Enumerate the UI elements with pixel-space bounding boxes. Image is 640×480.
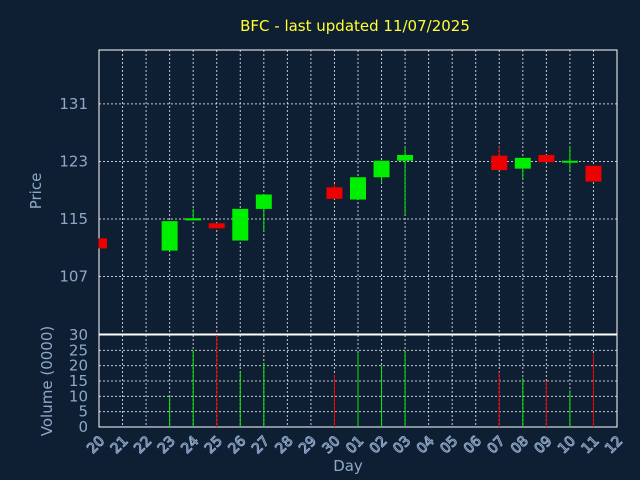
volume-tick-label: 10 [69,387,88,405]
x-tick-label: 28 [273,433,297,457]
x-tick-label: 04 [414,433,438,457]
x-tick-label: 10 [555,433,579,457]
volume-tick-label: 5 [78,403,88,421]
x-tick-label: 20 [84,433,108,457]
price-panel: 107 115 123 131 [59,49,618,335]
volume-tick-label: 30 [69,326,88,344]
x-tick-label: 07 [484,433,508,457]
x-tick-label: 06 [461,433,485,457]
price-tick-label: 115 [59,210,88,228]
volume-tick-label: 0 [78,418,88,436]
candle-body [350,177,366,200]
x-tick-label: 01 [343,433,367,457]
candle-body [561,160,578,163]
x-tick-label: 02 [367,433,391,457]
x-tick-label: 09 [532,433,556,457]
candle-body [585,165,602,182]
x-tick-labels: 20 21 22 23 24 25 26 27 28 29 30 01 02 03 04 05 06 07 08 09… [84,433,627,458]
candle-body [514,157,531,169]
x-tick-label: 29 [296,433,320,457]
price-tick-label: 107 [59,267,88,285]
price-tick-label: 131 [59,95,88,113]
candle-body [491,155,508,171]
x-tick-label: 27 [249,433,273,457]
x-tick-label: 12 [602,433,626,457]
candle-body [99,238,107,249]
candle-body [185,218,202,221]
x-tick-label: 24 [178,433,202,457]
x-tick-label: 22 [131,433,155,457]
price-tick-label: 123 [59,152,88,170]
volume-axis-label: Volume (0000) [38,326,56,436]
x-tick-label: 23 [155,433,179,457]
x-axis-label: Day [333,457,363,475]
candle-body [397,154,414,161]
candle-body [326,187,343,199]
x-tick-label: 26 [225,433,249,457]
x-tick-label: 05 [437,433,461,457]
x-tick-label: 03 [390,433,414,457]
candle-body [255,194,272,209]
volume-tick-label: 15 [69,372,88,390]
price-axis-label: Price [27,173,45,210]
candle-body [538,154,555,163]
x-tick-label: 08 [508,433,532,457]
x-tick-label: 11 [579,433,603,457]
candle-body [373,160,390,178]
chart-title: BFC - last updated 11/07/2025 [240,17,470,35]
x-tick-label: 30 [320,433,344,457]
candle-body [161,221,178,251]
volume-tick-label: 25 [69,341,88,359]
candle-body [232,208,249,241]
candle-body [208,223,225,229]
x-tick-label: 25 [202,433,226,457]
price-plot-frame [98,49,618,335]
x-tick-label: 21 [108,433,132,457]
volume-tick-label: 20 [69,357,88,375]
